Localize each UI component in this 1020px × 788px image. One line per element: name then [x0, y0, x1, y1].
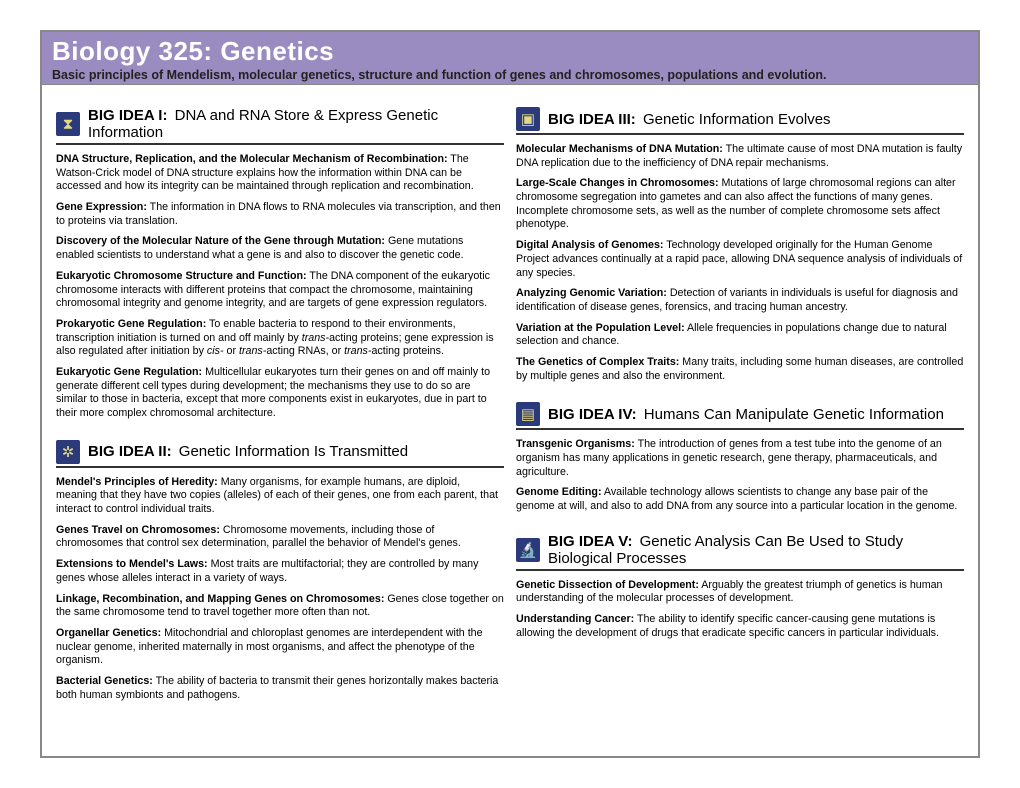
- topic-title: Linkage, Recombination, and Mapping Gene…: [56, 593, 384, 605]
- section-title-wrap: BIG IDEA IV: Humans Can Manipulate Genet…: [548, 406, 944, 423]
- section-icon: ⧗: [56, 112, 80, 136]
- topic-title: Molecular Mechanisms of DNA Mutation:: [516, 143, 723, 155]
- topic-title: Eukaryotic Gene Regulation:: [56, 366, 202, 378]
- page-frame: Biology 325: Genetics Basic principles o…: [40, 30, 980, 758]
- section-icon: ✲: [56, 440, 80, 464]
- section-idea2: ✲ BIG IDEA II: Genetic Information Is Tra…: [56, 440, 504, 710]
- content-area: ⧗ BIG IDEA I: DNA and RNA Store & Express…: [42, 85, 978, 719]
- topic-title: Analyzing Genomic Variation:: [516, 287, 667, 299]
- italic-term: trans-: [302, 332, 329, 344]
- section-title-wrap: BIG IDEA I: DNA and RNA Store & Express …: [88, 107, 504, 141]
- section-title: BIG IDEA III:: [548, 111, 636, 128]
- topic: Analyzing Genomic Variation: Detection o…: [516, 287, 964, 314]
- italic-term: trans-: [239, 345, 266, 357]
- topic-title: DNA Structure, Replication, and the Mole…: [56, 153, 448, 165]
- topic-title: Genes Travel on Chromosomes:: [56, 524, 220, 536]
- section-header: 🔬 BIG IDEA V: Genetic Analysis Can Be Use…: [516, 533, 964, 571]
- topic: Eukaryotic Chromosome Structure and Func…: [56, 270, 504, 311]
- topic-title: Digital Analysis of Genomes:: [516, 239, 663, 251]
- topic: Variation at the Population Level: Allel…: [516, 322, 964, 349]
- topic-title: Transgenic Organisms:: [516, 438, 635, 450]
- column: ⧗ BIG IDEA I: DNA and RNA Store & Express…: [56, 107, 504, 709]
- section-title: BIG IDEA I:: [88, 107, 167, 124]
- topic: Eukaryotic Gene Regulation: Multicellula…: [56, 366, 504, 421]
- topic: Understanding Cancer: The ability to ide…: [516, 613, 964, 640]
- topic: Bacterial Genetics: The ability of bacte…: [56, 675, 504, 702]
- topic: Genes Travel on Chromosomes: Chromosome …: [56, 524, 504, 551]
- topic-title: Discovery of the Molecular Nature of the…: [56, 235, 385, 247]
- topic-title: Genome Editing:: [516, 486, 602, 498]
- topic: Mendel's Principles of Heredity: Many or…: [56, 476, 504, 517]
- section-title-wrap: BIG IDEA II: Genetic Information Is Tran…: [88, 443, 408, 460]
- topic-title: Gene Expression:: [56, 201, 147, 213]
- topic-title: Mendel's Principles of Heredity:: [56, 476, 218, 488]
- section-idea3: ▣ BIG IDEA III: Genetic Information Evolv…: [516, 107, 964, 390]
- topic: Genome Editing: Available technology all…: [516, 486, 964, 513]
- section-header: ⧗ BIG IDEA I: DNA and RNA Store & Express…: [56, 107, 504, 145]
- topic: Prokaryotic Gene Regulation: To enable b…: [56, 318, 504, 359]
- topic: Organellar Genetics: Mitochondrial and c…: [56, 627, 504, 668]
- topic-title: The Genetics of Complex Traits:: [516, 356, 679, 368]
- section-idea5: 🔬 BIG IDEA V: Genetic Analysis Can Be Use…: [516, 533, 964, 648]
- section-title: BIG IDEA IV:: [548, 406, 637, 423]
- section-subtitle: Genetic Information Is Transmitted: [175, 443, 408, 460]
- topic-title: Genetic Dissection of Development:: [516, 579, 699, 591]
- topic: Discovery of the Molecular Nature of the…: [56, 235, 504, 262]
- section-header: ▤ BIG IDEA IV: Humans Can Manipulate Gene…: [516, 402, 964, 430]
- section-title: BIG IDEA V:: [548, 533, 632, 550]
- topic: Transgenic Organisms: The introduction o…: [516, 438, 964, 479]
- column: ▣ BIG IDEA III: Genetic Information Evolv…: [516, 107, 964, 709]
- topic-title: Prokaryotic Gene Regulation:: [56, 318, 206, 330]
- topic-title: Understanding Cancer:: [516, 613, 634, 625]
- section-header: ▣ BIG IDEA III: Genetic Information Evolv…: [516, 107, 964, 135]
- topic: The Genetics of Complex Traits: Many tra…: [516, 356, 964, 383]
- topic: Molecular Mechanisms of DNA Mutation: Th…: [516, 143, 964, 170]
- topic: Gene Expression: The information in DNA …: [56, 201, 504, 228]
- topic-title: Large-Scale Changes in Chromosomes:: [516, 177, 719, 189]
- section-title-wrap: BIG IDEA III: Genetic Information Evolve…: [548, 111, 831, 128]
- topic: Digital Analysis of Genomes: Technology …: [516, 239, 964, 280]
- topic: Linkage, Recombination, and Mapping Gene…: [56, 593, 504, 620]
- section-subtitle: Humans Can Manipulate Genetic Informatio…: [640, 406, 944, 423]
- topic: Genetic Dissection of Development: Argua…: [516, 579, 964, 606]
- course-subtitle: Basic principles of Mendelism, molecular…: [52, 68, 968, 82]
- section-icon: 🔬: [516, 538, 540, 562]
- section-title: BIG IDEA II:: [88, 443, 172, 460]
- topic-title: Bacterial Genetics:: [56, 675, 153, 687]
- section-idea4: ▤ BIG IDEA IV: Humans Can Manipulate Gene…: [516, 402, 964, 520]
- section-icon: ▤: [516, 402, 540, 426]
- section-idea1: ⧗ BIG IDEA I: DNA and RNA Store & Express…: [56, 107, 504, 428]
- topic: DNA Structure, Replication, and the Mole…: [56, 153, 504, 194]
- course-title: Biology 325: Genetics: [52, 36, 968, 67]
- section-icon: ▣: [516, 107, 540, 131]
- topic-title: Extensions to Mendel's Laws:: [56, 558, 208, 570]
- italic-term: cis-: [207, 345, 224, 357]
- topic-title: Eukaryotic Chromosome Structure and Func…: [56, 270, 307, 282]
- topic-title: Variation at the Population Level:: [516, 322, 685, 334]
- topic: Extensions to Mendel's Laws: Most traits…: [56, 558, 504, 585]
- section-subtitle: Genetic Information Evolves: [639, 111, 831, 128]
- section-title-wrap: BIG IDEA V: Genetic Analysis Can Be Used…: [548, 533, 964, 567]
- course-header: Biology 325: Genetics Basic principles o…: [42, 32, 978, 85]
- topic-title: Organellar Genetics:: [56, 627, 161, 639]
- italic-term: trans-: [344, 345, 371, 357]
- section-header: ✲ BIG IDEA II: Genetic Information Is Tra…: [56, 440, 504, 468]
- topic: Large-Scale Changes in Chromosomes: Muta…: [516, 177, 964, 232]
